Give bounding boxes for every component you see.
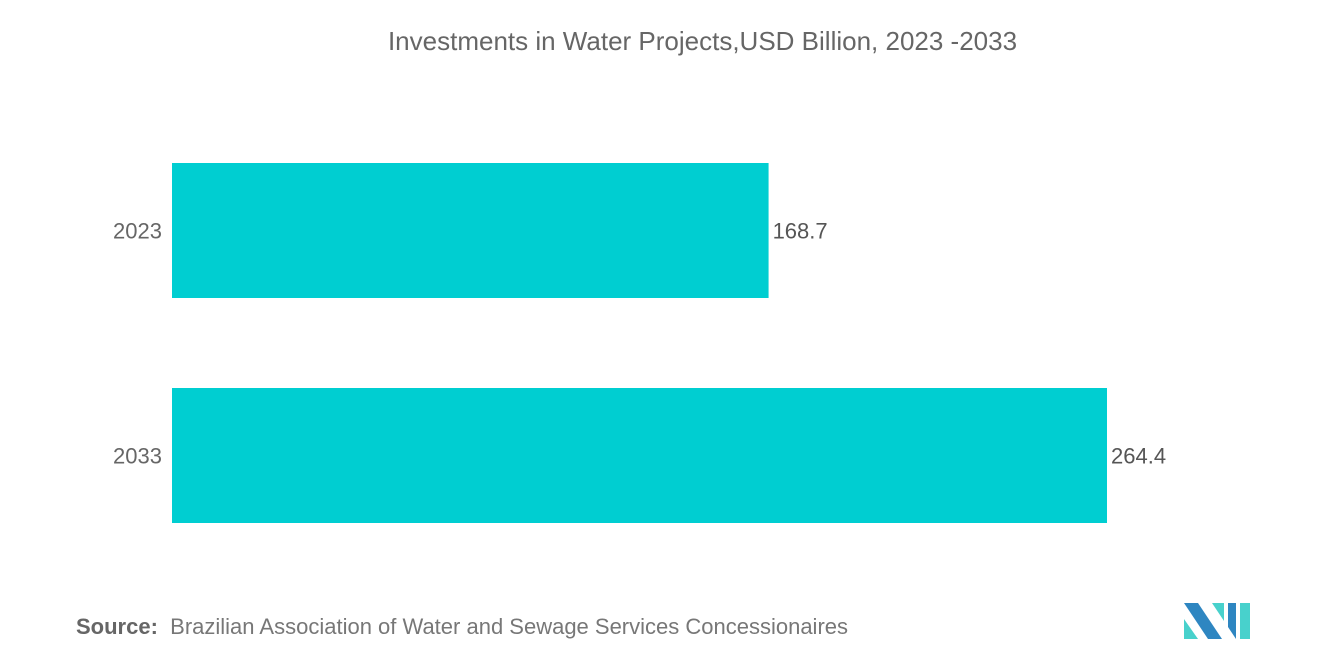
chart-title: Investments in Water Projects,USD Billio… xyxy=(387,26,1018,56)
value-label-2033: 264.4 xyxy=(1111,444,1166,469)
logo-icon xyxy=(1184,603,1250,639)
source-text: Brazilian Association of Water and Sewag… xyxy=(170,614,849,639)
source-note: Source: Brazilian Association of Water a… xyxy=(76,614,848,640)
category-label-2023: 2023 xyxy=(113,219,162,244)
bar-2033 xyxy=(172,388,1107,523)
bar-2023 xyxy=(172,163,769,298)
value-label-2023: 168.7 xyxy=(773,219,828,244)
source-label: Source: xyxy=(76,614,158,639)
category-label-2033: 2033 xyxy=(113,444,162,469)
